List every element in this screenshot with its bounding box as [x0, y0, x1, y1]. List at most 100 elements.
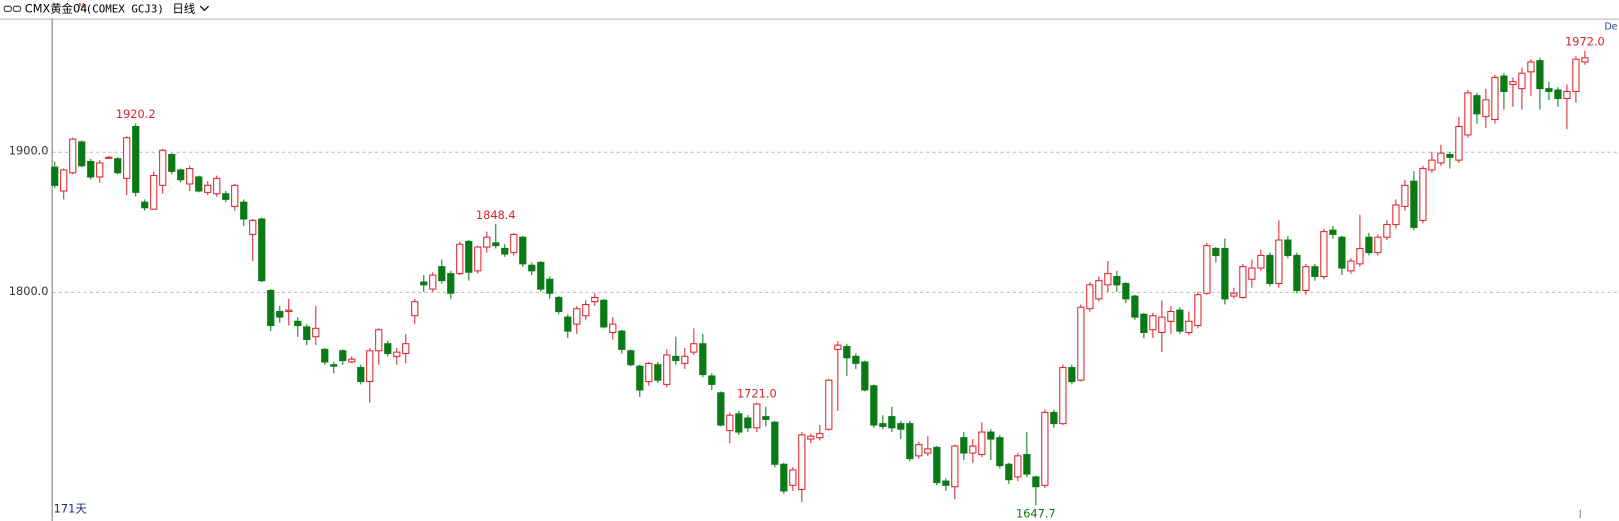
- candle-body: [996, 437, 1004, 467]
- candle-body: [465, 240, 473, 273]
- candle-body: [645, 362, 653, 383]
- candle-body: [1185, 320, 1193, 334]
- candle-body: [1257, 254, 1265, 269]
- candle-body: [420, 281, 428, 286]
- candle-body: [1383, 224, 1391, 238]
- candle-body: [501, 247, 509, 255]
- candle-body: [906, 423, 914, 460]
- period-selector[interactable]: 日线: [172, 1, 195, 15]
- candle-body: [1455, 125, 1463, 161]
- candle-body: [834, 344, 842, 350]
- candle-body: [1527, 61, 1535, 73]
- symbol: CMX黄金04: [25, 1, 88, 15]
- candle-body: [1095, 280, 1103, 300]
- candle-body: [987, 431, 995, 440]
- candle-body: [60, 169, 68, 192]
- candle-body: [672, 355, 680, 362]
- candle-body: [1572, 58, 1580, 92]
- candle-body: [348, 358, 356, 363]
- candle-body: [1347, 260, 1355, 272]
- candle-body: [294, 320, 302, 327]
- candle-body: [609, 323, 617, 334]
- candle-body: [555, 296, 563, 313]
- candle-body: [312, 327, 320, 338]
- candle-body: [1554, 89, 1562, 99]
- candle-body: [1212, 247, 1220, 256]
- candle-body: [753, 403, 761, 429]
- candle-body: [492, 242, 500, 247]
- candle-body: [519, 236, 527, 265]
- candle-body: [1293, 254, 1301, 291]
- candle-body: [1365, 236, 1373, 254]
- candle-body: [1113, 275, 1121, 286]
- header: CMX黄金04 M (COMEX GCJ3) 日线: [3, 1, 210, 15]
- candle-body: [564, 316, 572, 332]
- candle-body: [321, 348, 329, 363]
- high-label: 1972.0: [1565, 35, 1605, 49]
- candle-body: [447, 273, 455, 294]
- candle-body: [1005, 463, 1013, 481]
- candle-body: [1023, 453, 1031, 475]
- candle-body: [1302, 266, 1310, 291]
- candle-body: [213, 177, 221, 195]
- candles-layer: [51, 50, 1589, 506]
- candle-body: [681, 355, 689, 364]
- candle-body: [69, 138, 77, 174]
- candle-body: [393, 351, 401, 357]
- candle-body: [888, 416, 896, 429]
- candle-body: [366, 350, 374, 383]
- candle-body: [591, 296, 599, 303]
- candle-body: [897, 423, 905, 430]
- symbol-code: (COMEX GCJ3): [86, 2, 164, 15]
- candle-body: [636, 365, 644, 391]
- candle-body: [627, 350, 635, 366]
- candle-body: [789, 469, 797, 486]
- candle-body: [915, 444, 923, 457]
- candle-body: [780, 463, 788, 492]
- candle-body: [1032, 476, 1040, 488]
- candle-body: [690, 343, 698, 353]
- candle-body: [1491, 76, 1499, 121]
- y-tick-label: 1800.0: [9, 284, 49, 298]
- candle-body: [708, 375, 716, 385]
- candle-body: [1410, 180, 1418, 228]
- candle-body: [411, 301, 419, 317]
- candle-body: [1104, 273, 1112, 286]
- candle-body: [1518, 72, 1526, 90]
- dropdown-arrow[interactable]: [199, 5, 210, 12]
- candle-body: [618, 330, 626, 350]
- candle-body: [1437, 152, 1445, 164]
- candle-body: [474, 246, 482, 272]
- candle-body: [798, 434, 806, 491]
- candle-body: [438, 266, 446, 282]
- candle-body: [249, 219, 257, 235]
- candle-body: [123, 137, 131, 179]
- candle-body: [879, 423, 887, 427]
- candle-body: [870, 385, 878, 426]
- candle-body: [195, 176, 203, 192]
- candle-body: [807, 435, 815, 440]
- candle-body: [87, 161, 95, 178]
- candle-body: [231, 184, 239, 207]
- candle-body: [1203, 245, 1211, 294]
- candle-body: [1131, 295, 1139, 318]
- candle-body: [1374, 236, 1382, 254]
- candle-body: [852, 355, 860, 364]
- candle-body: [240, 201, 248, 220]
- candle-body: [735, 413, 743, 433]
- candle-body: [1221, 247, 1229, 300]
- candle-body: [1464, 92, 1472, 136]
- candle-body: [285, 309, 293, 313]
- candle-body: [483, 236, 491, 248]
- candle-body: [303, 326, 311, 341]
- candle-body: [114, 158, 122, 174]
- high-label: 1848.4: [476, 208, 516, 222]
- grid-layer: 1900.0 1800.0: [9, 144, 1619, 298]
- candle-body: [159, 149, 167, 186]
- corner-label: De: [1605, 21, 1618, 32]
- candle-body: [978, 431, 986, 455]
- candle-body: [1248, 267, 1256, 280]
- labels-layer: 1920.2 1721.0 1848.4 1647.7 1972.0: [116, 35, 1605, 521]
